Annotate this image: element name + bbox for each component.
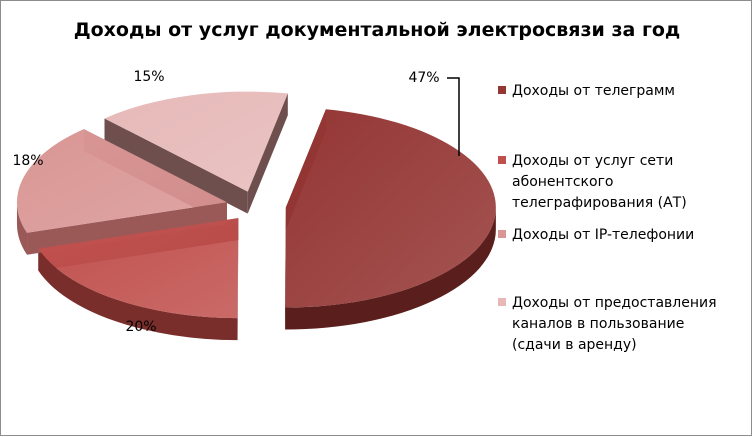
pie-slice-edge-4-2 [247,93,288,214]
legend-item-1: Доходы от телеграмм [498,81,675,102]
legend-swatch-3 [498,230,506,238]
legend-label-line: телеграфирования (АТ) [512,195,687,211]
legend-label-line: Доходы от телеграмм [512,83,675,99]
pie-slice-4 [104,91,288,192]
legend-swatch-2 [498,156,506,164]
data-label-4: 15% [133,69,164,85]
data-label-1: 47% [408,70,439,86]
pie-slice-edge-2-1 [237,218,239,341]
pie-slice-edge-3-1 [27,202,227,255]
legend-item-2: Доходы от услуг сети абонентского телеграф… [498,151,687,214]
legend-swatch-1 [498,86,506,94]
legend-item-4: Доходы от предоставления каналов в пользо… [498,293,717,356]
legend-label-line: Доходы от IP-телефонии [512,227,695,243]
legend-label-line: (сдачи в аренду) [512,337,637,353]
data-label-2: 20% [125,319,156,335]
data-label-3: 18% [12,153,43,169]
chart-title: Доходы от услуг документальной электросв… [73,19,681,41]
legend-label-line: Доходы от предоставления [512,295,717,311]
legend-label-2: Доходы от услуг сети абонентского телеграф… [512,151,687,214]
pie-slice-side-3 [16,202,28,255]
legend-label-line: Доходы от услуг сети [512,153,674,169]
pie-slice-side-2 [38,248,238,341]
legend-label-1: Доходы от телеграмм [512,81,675,102]
legend-label-4: Доходы от предоставления каналов в пользо… [512,293,717,356]
pie-slice-side-1 [285,207,496,330]
pie-slice-edge-4-1 [104,118,248,214]
pie-slice-3 [16,129,227,233]
legend-label-3: Доходы от IP-телефонии [512,225,694,246]
legend-label-line: каналов в пользование [512,316,685,332]
legend-item-3: Доходы от IP-телефонии [498,225,694,246]
leader-line [447,77,460,156]
pie-slice-1 [285,109,496,308]
pie-slice-2 [38,218,239,319]
legend-swatch-4 [498,298,506,306]
legend-label-line: абонентского [512,174,614,190]
